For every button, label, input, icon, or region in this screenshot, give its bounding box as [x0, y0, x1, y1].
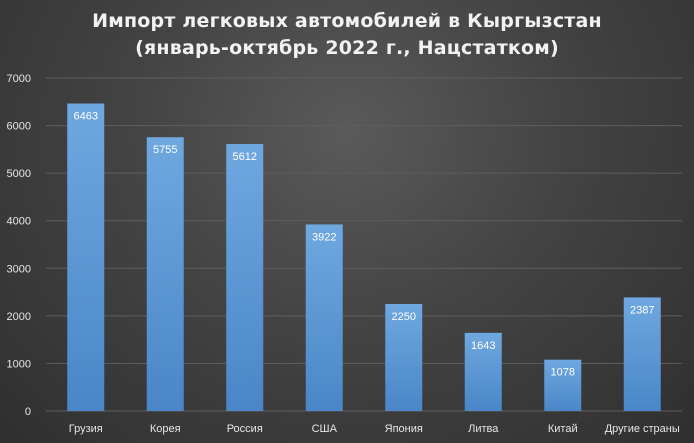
y-tick-label: 2000	[7, 311, 31, 323]
bar-value-label: 1078	[551, 367, 575, 379]
bar-2	[146, 137, 184, 411]
bar-1	[67, 103, 105, 411]
bar-value-label: 5755	[153, 144, 177, 156]
gridlines	[46, 77, 682, 412]
x-tick-label: Литва	[468, 423, 499, 435]
bar-value-label: 2387	[630, 304, 654, 316]
y-axis-ticks: 0 1000 2000 3000 4000 5000 6000 7000	[7, 73, 31, 418]
bar-5	[385, 303, 423, 411]
x-tick-label: Япония	[385, 423, 423, 435]
chart-title-line-1: Импорт легковых автомобилей в Кыргызстан	[92, 10, 602, 32]
bar-value-label: 2250	[392, 311, 416, 323]
bar-6	[464, 332, 502, 411]
y-tick-label: 7000	[7, 73, 31, 85]
y-tick-label: 0	[25, 406, 31, 418]
bar-value-label: 3922	[312, 231, 336, 243]
data-labels: 6463 5755 5612 3922 2250 1643 1078 2387	[74, 111, 655, 379]
y-tick-label: 3000	[7, 263, 31, 275]
chart-title-line-2: (январь-октябрь 2022 г., Нацстатком)	[135, 37, 559, 59]
x-tick-label: Другие страны	[605, 423, 680, 435]
bar-value-label: 6463	[74, 111, 98, 123]
bar-3	[226, 144, 264, 411]
bar-4	[305, 224, 343, 411]
x-tick-label: Корея	[150, 423, 181, 435]
bar-value-label: 5612	[233, 151, 257, 163]
y-tick-label: 5000	[7, 168, 31, 180]
bar-7	[544, 359, 582, 411]
bars	[67, 103, 661, 411]
x-tick-label: США	[312, 423, 338, 435]
y-tick-label: 6000	[7, 121, 31, 133]
y-tick-label: 4000	[7, 216, 31, 228]
chart-title: Импорт легковых автомобилей в Кыргызстан…	[0, 8, 694, 62]
x-tick-label: Китай	[548, 423, 578, 435]
bar-value-label: 1643	[471, 340, 495, 352]
x-axis-ticks: Грузия Корея Россия США Япония Литва Китай Друг…	[69, 423, 680, 435]
x-tick-label: Россия	[227, 423, 263, 435]
x-tick-label: Грузия	[69, 423, 103, 435]
bar-8	[623, 297, 661, 411]
y-tick-label: 1000	[7, 358, 31, 370]
